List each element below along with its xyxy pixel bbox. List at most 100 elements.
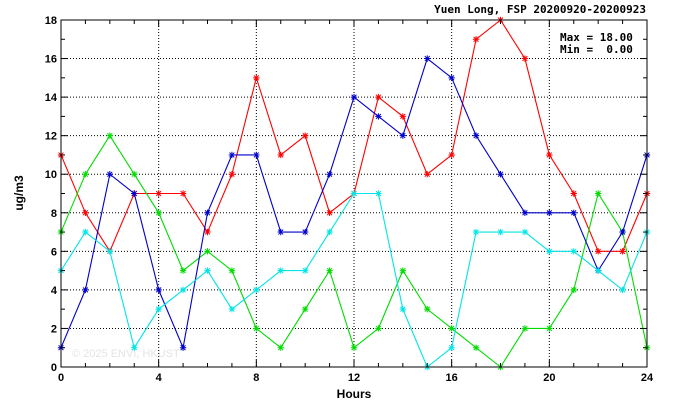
data-point bbox=[472, 132, 480, 139]
data-point bbox=[179, 344, 187, 351]
data-point bbox=[204, 209, 211, 216]
data-point bbox=[521, 228, 529, 236]
y-tick-label: 12 bbox=[45, 131, 57, 143]
y-tick-label: 6 bbox=[51, 246, 57, 258]
data-point bbox=[594, 248, 602, 255]
data-point bbox=[350, 344, 358, 351]
data-point bbox=[619, 248, 626, 255]
data-point bbox=[521, 325, 529, 332]
data-point bbox=[350, 93, 358, 101]
data-point bbox=[277, 267, 284, 274]
data-point bbox=[82, 228, 89, 236]
data-point bbox=[82, 286, 89, 294]
data-point bbox=[570, 248, 577, 255]
data-point bbox=[448, 74, 455, 82]
stat-min: Min = 0.00 bbox=[560, 43, 633, 56]
data-point bbox=[106, 248, 114, 255]
x-tick-label: 24 bbox=[641, 372, 654, 384]
data-point bbox=[594, 190, 602, 197]
data-point bbox=[155, 286, 162, 294]
data-point bbox=[131, 171, 138, 178]
data-point bbox=[375, 325, 382, 332]
data-point bbox=[179, 190, 187, 197]
data-point bbox=[399, 132, 407, 139]
data-point bbox=[106, 132, 114, 139]
data-point bbox=[497, 228, 504, 236]
data-point bbox=[204, 267, 211, 274]
data-point bbox=[350, 190, 358, 197]
data-point bbox=[204, 248, 211, 255]
data-point bbox=[375, 190, 382, 197]
data-point bbox=[448, 151, 455, 159]
data-point bbox=[253, 286, 260, 294]
series-layer bbox=[57, 16, 651, 371]
data-point bbox=[375, 113, 382, 120]
data-point bbox=[424, 55, 431, 62]
data-point bbox=[570, 209, 577, 216]
data-point bbox=[472, 228, 480, 236]
data-point bbox=[131, 344, 138, 351]
data-point bbox=[155, 209, 162, 216]
data-point bbox=[82, 209, 89, 216]
y-tick-label: 2 bbox=[51, 323, 57, 335]
data-point bbox=[301, 228, 309, 236]
data-point bbox=[546, 248, 553, 255]
data-point bbox=[326, 267, 333, 274]
data-point bbox=[253, 74, 260, 82]
data-point bbox=[546, 209, 553, 216]
data-point bbox=[179, 286, 187, 294]
data-point bbox=[155, 305, 162, 313]
data-point bbox=[546, 325, 553, 332]
y-tick-label: 8 bbox=[51, 208, 57, 220]
data-point bbox=[301, 305, 309, 313]
data-point bbox=[521, 55, 529, 62]
data-point bbox=[546, 151, 553, 159]
y-axis-label: ug/m3 bbox=[12, 175, 26, 211]
data-point bbox=[399, 113, 407, 120]
y-tick-label: 16 bbox=[45, 54, 57, 66]
x-tick-label: 8 bbox=[253, 372, 259, 384]
data-point bbox=[277, 151, 284, 159]
data-point bbox=[228, 151, 236, 159]
data-point bbox=[570, 190, 577, 197]
data-point bbox=[277, 228, 284, 236]
x-tick-label: 20 bbox=[543, 372, 555, 384]
data-point bbox=[448, 325, 455, 332]
x-tick-label: 4 bbox=[156, 372, 163, 384]
series-line bbox=[60, 192, 648, 368]
data-point bbox=[228, 171, 236, 178]
data-point bbox=[570, 286, 577, 294]
series-4 bbox=[57, 190, 651, 371]
data-point bbox=[326, 171, 333, 178]
data-point bbox=[521, 209, 529, 216]
data-point bbox=[131, 190, 138, 197]
data-point bbox=[253, 325, 260, 332]
chart-title: Yuen Long, FSP 20200920-20200923 bbox=[434, 3, 646, 16]
data-point bbox=[301, 267, 309, 274]
y-tick-label: 18 bbox=[45, 15, 57, 27]
data-point bbox=[399, 305, 407, 313]
data-point bbox=[204, 228, 211, 236]
watermark: © 2025 ENVI, HKUST bbox=[72, 348, 180, 360]
data-point bbox=[619, 228, 626, 236]
data-point bbox=[253, 151, 260, 159]
stat-max: Max = 18.00 bbox=[560, 31, 633, 44]
y-tick-label: 0 bbox=[51, 362, 57, 374]
y-tick-label: 4 bbox=[51, 285, 58, 297]
data-point bbox=[106, 171, 114, 178]
data-point bbox=[472, 344, 480, 351]
data-point bbox=[375, 93, 382, 101]
data-point bbox=[472, 36, 480, 43]
y-tick-label: 10 bbox=[45, 169, 57, 181]
data-point bbox=[179, 267, 187, 274]
data-point bbox=[228, 267, 236, 274]
data-point bbox=[301, 132, 309, 139]
y-tick-label: 14 bbox=[45, 92, 58, 104]
data-point bbox=[326, 209, 333, 216]
data-point bbox=[594, 267, 602, 274]
x-tick-label: 12 bbox=[348, 372, 360, 384]
x-tick-label: 0 bbox=[58, 372, 64, 384]
data-point bbox=[228, 305, 236, 313]
